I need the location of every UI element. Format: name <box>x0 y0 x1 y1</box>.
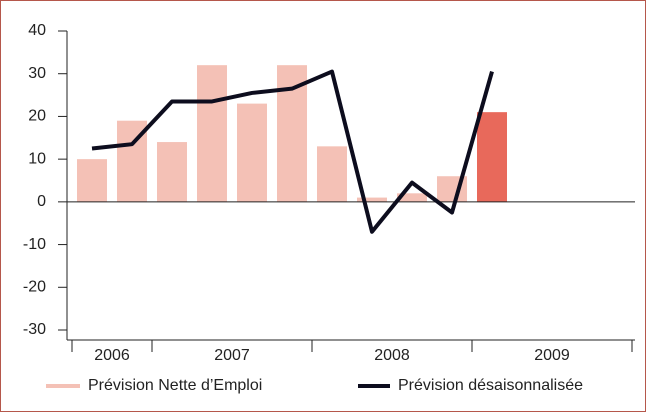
legend-label: Prévision Nette d’Emploi <box>88 377 262 394</box>
line <box>91 69 494 234</box>
y-tick-label: 40 <box>28 22 46 39</box>
x-tick-label: 2008 <box>374 347 410 364</box>
y-tick-label: -30 <box>23 321 46 338</box>
y-tick-label: -20 <box>23 279 46 296</box>
bar <box>77 159 107 202</box>
x-tick-label: 2009 <box>534 347 570 364</box>
bar <box>357 197 387 202</box>
y-tick-label: 10 <box>28 150 46 167</box>
y-tick-label: 0 <box>37 193 46 210</box>
bar <box>477 112 507 202</box>
bar <box>197 65 227 202</box>
y-tick-label: -10 <box>23 236 46 253</box>
x-tick-label: 2007 <box>214 347 250 364</box>
bar <box>397 193 427 202</box>
x-tick-label: 2006 <box>94 347 130 364</box>
legend-label: Prévision désaisonnalisée <box>398 377 583 394</box>
bar <box>237 103 267 202</box>
y-tick-label: 20 <box>28 108 46 125</box>
y-tick-label: 30 <box>28 65 46 82</box>
bar <box>157 142 187 202</box>
bar <box>317 146 347 202</box>
